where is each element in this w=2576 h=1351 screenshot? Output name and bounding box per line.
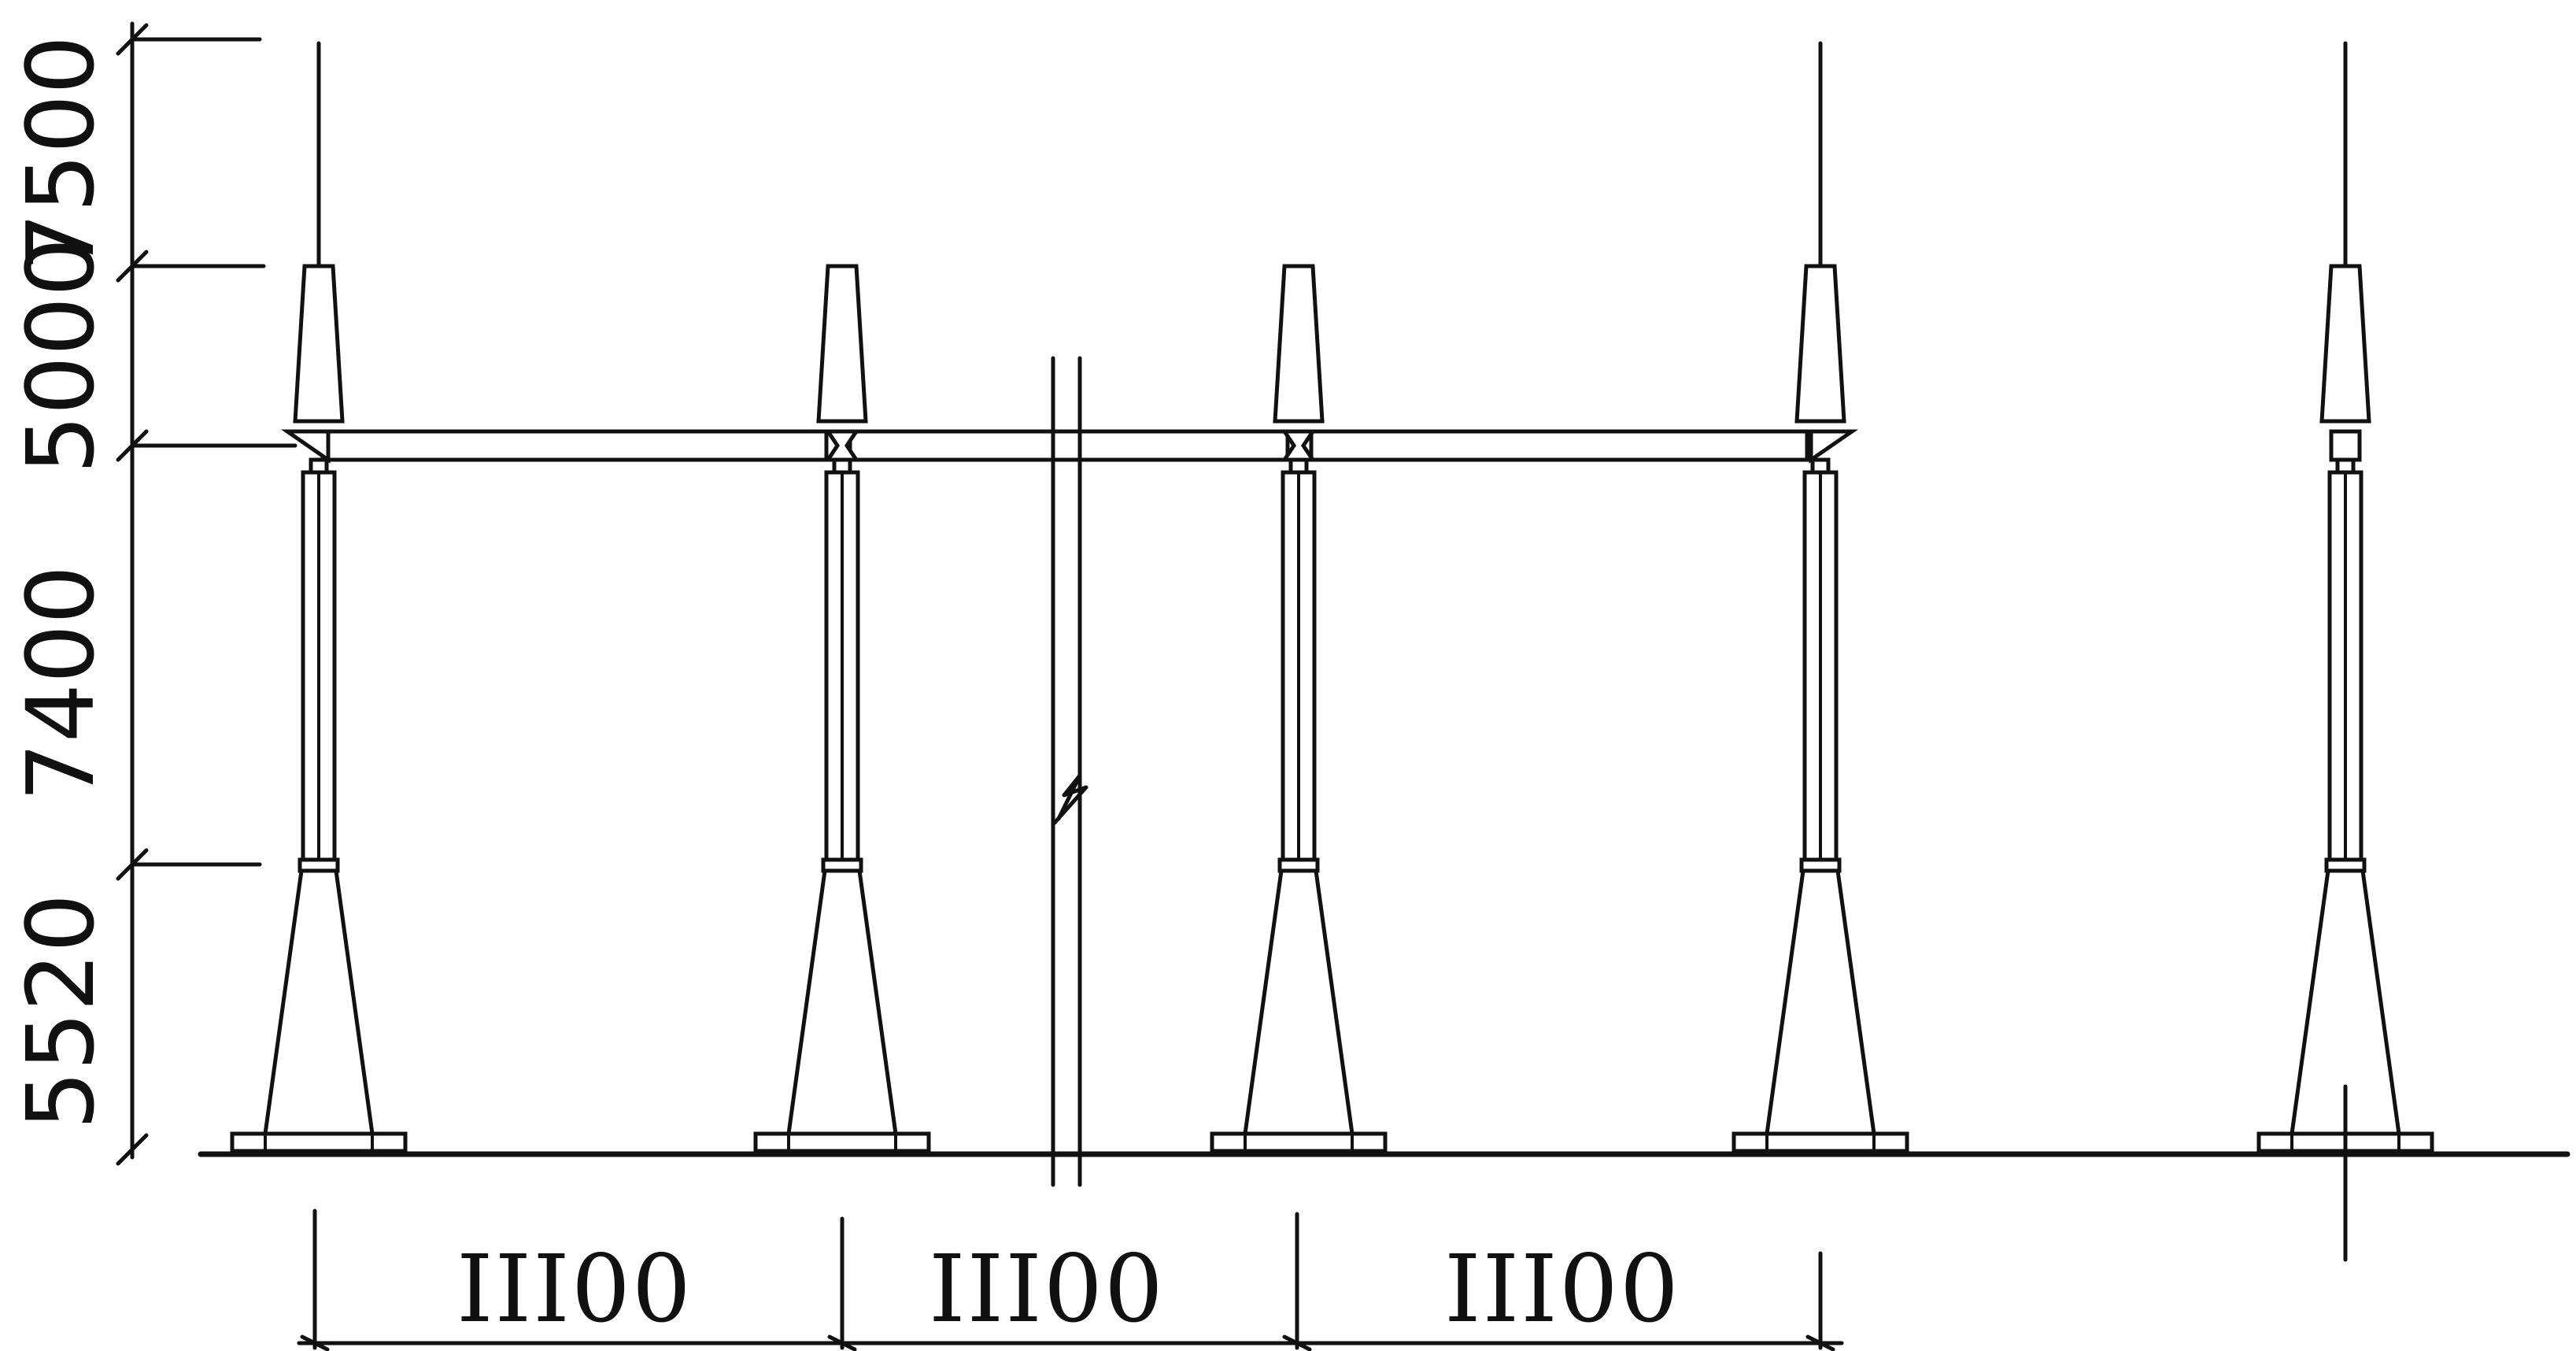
dimension-label-5520: 5520	[6, 894, 115, 1130]
break-line-symbol	[1051, 356, 1088, 1187]
foundation-plate	[753, 1131, 931, 1153]
span-label-2: III00	[929, 1234, 1165, 1343]
column-base-leg	[263, 868, 375, 1136]
foundation-plate	[230, 1131, 408, 1153]
dimension-label-7500: 7500	[6, 35, 115, 272]
crossbeams	[320, 429, 1809, 462]
column-base-leg	[786, 868, 898, 1136]
column-base-leg	[1243, 868, 1355, 1136]
column-2	[753, 264, 931, 1153]
columns	[230, 41, 2434, 1153]
column-3	[1210, 264, 1388, 1153]
vertical-dimension-chain: 7500 5000 7400 5520	[6, 21, 298, 1166]
beam-bracket	[280, 429, 331, 464]
foundation-plate	[1210, 1131, 1388, 1153]
dimension-label-7400: 7400	[6, 565, 115, 801]
column-top-cap	[293, 264, 345, 424]
column-top-cap	[1794, 264, 1846, 424]
span-label-1: III00	[456, 1234, 693, 1343]
beam-bracket	[1281, 429, 1317, 462]
beam-bracket	[824, 429, 860, 462]
column-1	[230, 41, 408, 1153]
span-dimension-chain: III00 III00 III00	[297, 1208, 1844, 1351]
column-top-cap	[1273, 264, 1325, 424]
column-top-cap	[2319, 264, 2371, 424]
foundation-plate	[1732, 1131, 1909, 1153]
column-base-leg	[1765, 868, 1876, 1136]
column-4	[1732, 41, 1909, 1153]
column-5	[2256, 41, 2434, 1153]
beam-bracket	[2329, 429, 2362, 462]
dimension-label-5000: 5000	[6, 238, 115, 474]
beam-bracket	[1809, 429, 1859, 464]
column-top-cap	[816, 264, 868, 424]
span-label-3: III00	[1444, 1234, 1680, 1343]
